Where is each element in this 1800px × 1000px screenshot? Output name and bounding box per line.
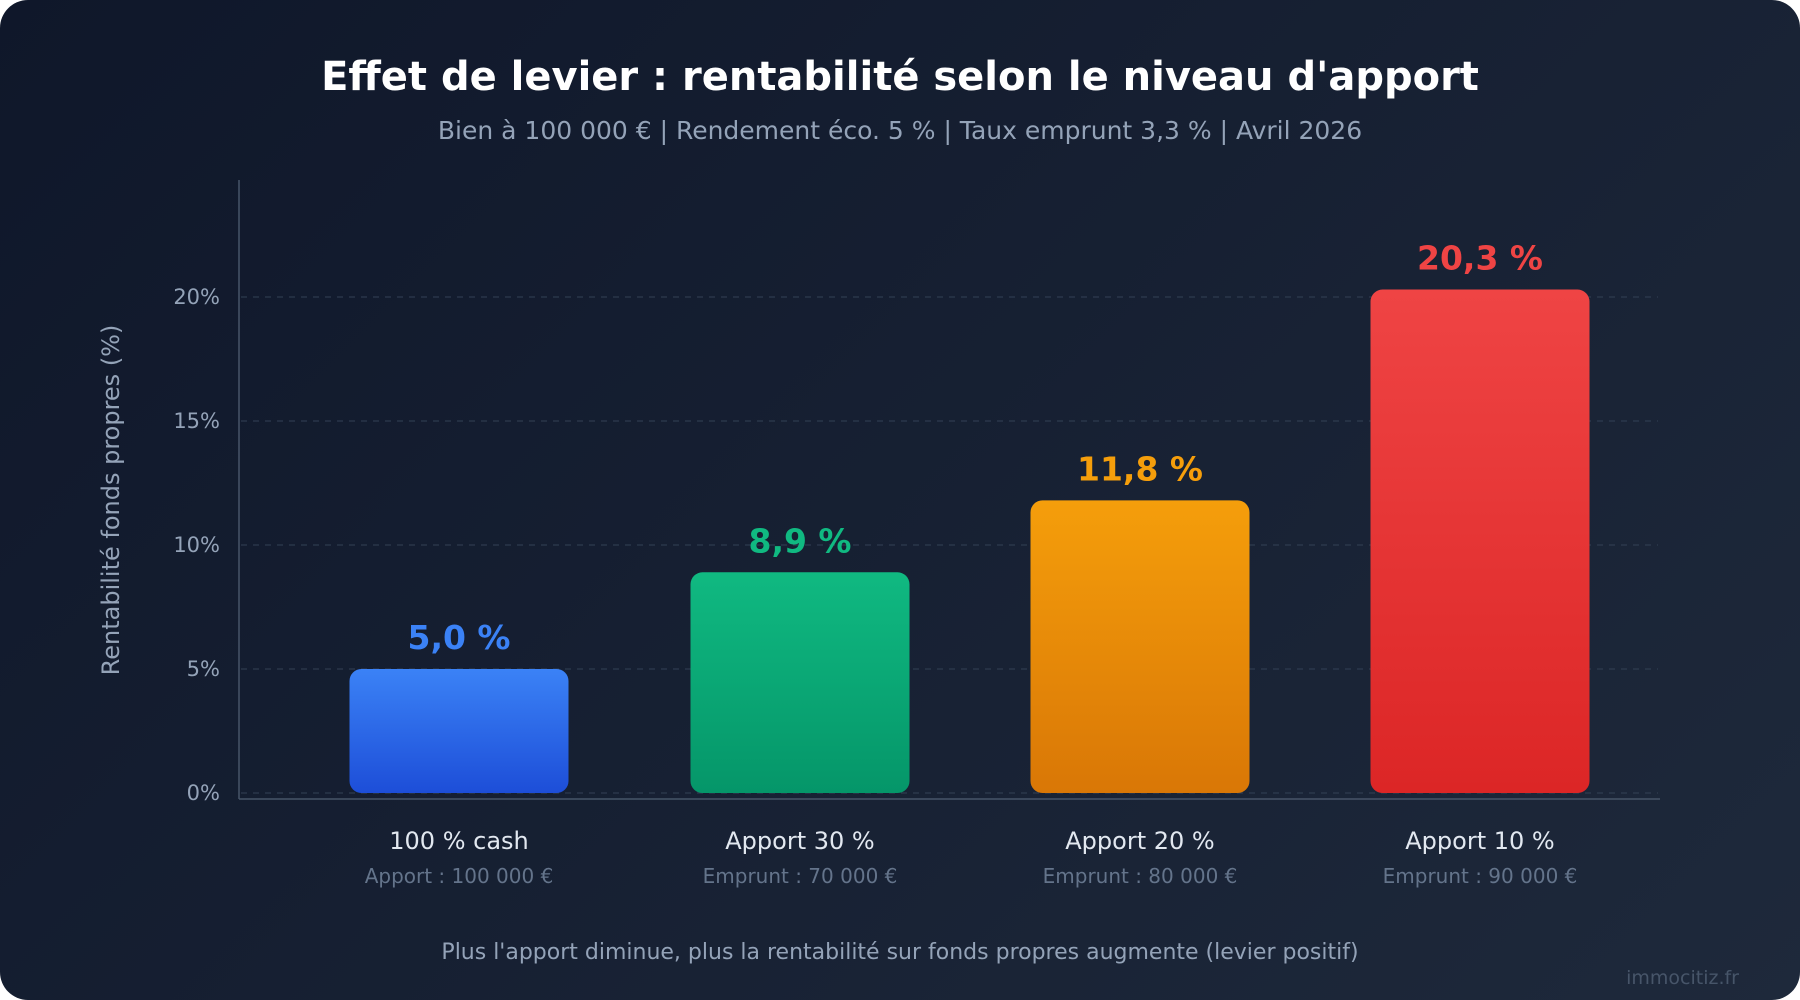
y-tick-label: 10% <box>173 533 220 557</box>
data-label: 8,9 % <box>748 521 851 560</box>
x-tick-label: Apport 30 % <box>725 827 874 855</box>
data-label: 20,3 % <box>1417 239 1543 278</box>
data-label: 5,0 % <box>407 618 510 657</box>
x-tick-sublabel: Emprunt : 70 000 € <box>703 864 898 888</box>
x-tick-label: Apport 20 % <box>1065 827 1214 855</box>
x-tick-sublabel: Emprunt : 80 000 € <box>1043 864 1238 888</box>
bar <box>349 669 569 793</box>
x-tick-sublabel: Emprunt : 90 000 € <box>1383 864 1578 888</box>
y-tick-label: 20% <box>173 285 220 309</box>
bar <box>1030 500 1250 793</box>
bar <box>1370 289 1590 793</box>
bar <box>690 572 910 793</box>
x-tick-label: 100 % cash <box>389 827 529 855</box>
x-tick-label: Apport 10 % <box>1405 827 1554 855</box>
footer-note: Plus l'apport diminue, plus la rentabili… <box>441 940 1358 965</box>
y-tick-label: 15% <box>173 409 220 433</box>
y-tick-label: 5% <box>187 657 220 681</box>
chart-subtitle: Bien à 100 000 € | Rendement éco. 5 % | … <box>438 116 1362 145</box>
chart-title: Effet de levier : rentabilité selon le n… <box>321 54 1479 100</box>
x-tick-sublabel: Apport : 100 000 € <box>365 864 554 888</box>
watermark: immocitiz.fr <box>1626 967 1739 989</box>
y-axis-label: Rentabilité fonds propres (%) <box>97 325 125 676</box>
data-label: 11,8 % <box>1077 449 1203 488</box>
y-tick-label: 0% <box>187 781 220 805</box>
